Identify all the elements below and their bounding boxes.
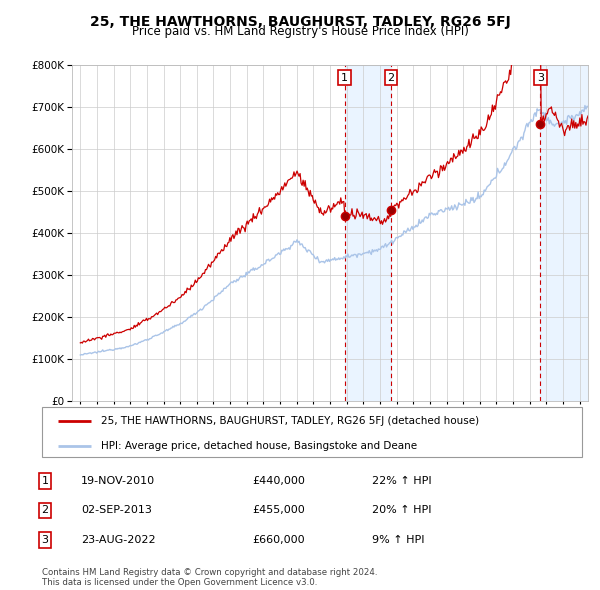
Text: Price paid vs. HM Land Registry's House Price Index (HPI): Price paid vs. HM Land Registry's House … [131,25,469,38]
Text: 2: 2 [388,73,395,83]
Text: 1: 1 [341,73,348,83]
Text: HPI: Average price, detached house, Basingstoke and Deane: HPI: Average price, detached house, Basi… [101,441,418,451]
Text: £455,000: £455,000 [252,506,305,515]
Text: £660,000: £660,000 [252,535,305,545]
Text: 20% ↑ HPI: 20% ↑ HPI [372,506,431,515]
Bar [541,65,588,401]
Text: Contains HM Land Registry data © Crown copyright and database right 2024.
This d: Contains HM Land Registry data © Crown c… [42,568,377,587]
FancyBboxPatch shape [42,407,582,457]
Bar [344,65,391,401]
Text: 22% ↑ HPI: 22% ↑ HPI [372,476,431,486]
Text: 3: 3 [537,73,544,83]
Text: 2: 2 [41,506,49,515]
Text: 19-NOV-2010: 19-NOV-2010 [81,476,155,486]
Text: 1: 1 [41,476,49,486]
Text: 02-SEP-2013: 02-SEP-2013 [81,506,152,515]
Text: 25, THE HAWTHORNS, BAUGHURST, TADLEY, RG26 5FJ (detached house): 25, THE HAWTHORNS, BAUGHURST, TADLEY, RG… [101,416,479,426]
Text: £440,000: £440,000 [252,476,305,486]
Text: 25, THE HAWTHORNS, BAUGHURST, TADLEY, RG26 5FJ: 25, THE HAWTHORNS, BAUGHURST, TADLEY, RG… [89,15,511,29]
Text: 23-AUG-2022: 23-AUG-2022 [81,535,155,545]
Text: 9% ↑ HPI: 9% ↑ HPI [372,535,425,545]
Text: 3: 3 [41,535,49,545]
